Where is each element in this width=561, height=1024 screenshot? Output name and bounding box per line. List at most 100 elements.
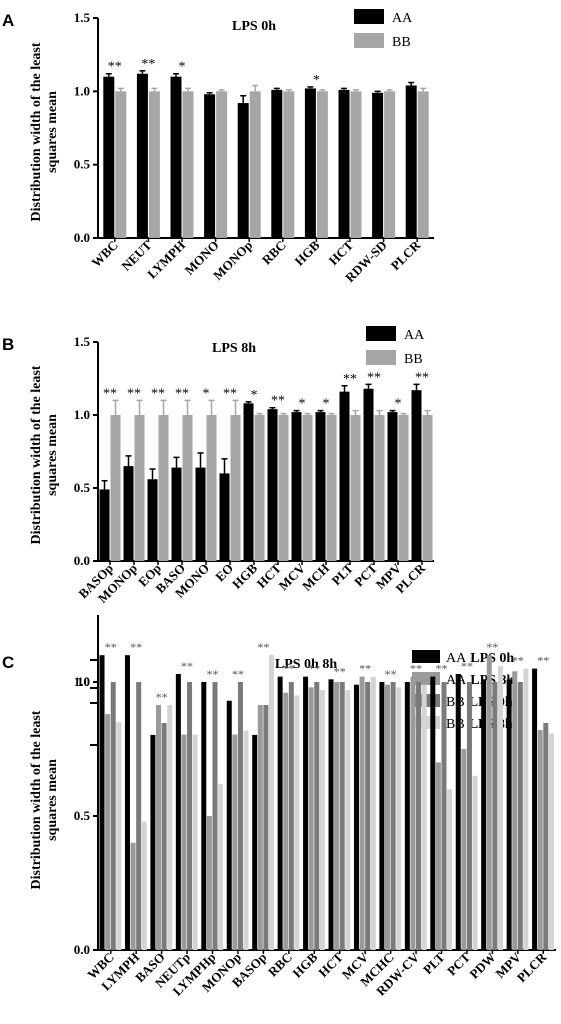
significance-rdw-cv: ** bbox=[410, 662, 422, 676]
bar-aa-eop bbox=[147, 479, 158, 561]
bar-aa-neut bbox=[136, 73, 148, 238]
bar-bb-plcr bbox=[422, 415, 433, 561]
bar-aa-plt bbox=[339, 391, 350, 561]
x-tick-label-wbc: WBC bbox=[88, 238, 121, 271]
x-tick-label-mch: MCH bbox=[299, 561, 332, 594]
bar-aa-lps-8h-pct bbox=[461, 749, 467, 950]
bar-aa-lps-8h-rdw-cv bbox=[410, 676, 416, 950]
x-tick-label-plt: PLT bbox=[328, 560, 356, 588]
bar-aa-lps-0h-plt bbox=[430, 676, 436, 950]
bar-bb-lps-0h-mchc bbox=[390, 682, 396, 950]
bar-aa-basop bbox=[99, 489, 110, 561]
bar-aa-lps-8h-hgb bbox=[308, 687, 314, 950]
bar-bb-mch bbox=[326, 415, 337, 561]
significance-plt: ** bbox=[343, 372, 357, 387]
bar-aa-mcv bbox=[291, 412, 302, 561]
plot-area-b: 0.00.51.01.5**BASOp**MONOp**EOp**BASO*MO… bbox=[74, 334, 434, 606]
panel-a: A Distribution width of the least square… bbox=[2, 9, 434, 285]
panel-c: C Distribution width of the least square… bbox=[2, 615, 556, 999]
bar-bb-lps-8h-rbc bbox=[294, 695, 300, 950]
bar-bb-plcr bbox=[417, 91, 429, 238]
bar-aa-lps-0h-pdw bbox=[481, 679, 487, 950]
x-tick-label-plcr: PLCR bbox=[514, 949, 550, 985]
chart-title-b: LPS 8h bbox=[212, 341, 256, 356]
x-tick-label-pdw: PDW bbox=[466, 950, 498, 982]
bar-aa-lps-8h-neutp bbox=[181, 734, 187, 950]
y-tick-label: 0.5 bbox=[74, 480, 91, 495]
bar-bb-lps-0h-lymph bbox=[136, 682, 142, 950]
bar-bb-mpv bbox=[398, 415, 409, 561]
bar-bb-mono bbox=[216, 91, 228, 238]
bar-bb-lps-0h-pct bbox=[466, 682, 472, 950]
bar-bb-hgb bbox=[254, 415, 265, 561]
bar-aa-lps-8h-basop bbox=[257, 705, 263, 950]
bar-bb-lps-0h-rdw-cv bbox=[416, 682, 422, 950]
bar-aa-lps-0h-pct bbox=[455, 673, 461, 950]
bar-aa-monop bbox=[123, 466, 134, 561]
bar-bb-lps-0h-monop bbox=[237, 682, 243, 950]
bar-bb-lps-8h-lymph bbox=[141, 821, 147, 950]
x-tick-label-hgb: HGB bbox=[289, 949, 320, 980]
bar-aa-pct bbox=[363, 388, 374, 561]
bar-bb-lps-8h-mcv bbox=[370, 676, 376, 950]
bar-bb-lps-8h-mpv bbox=[523, 668, 529, 950]
significance-pct: ** bbox=[367, 370, 381, 385]
y-axis-label-b-line2: squares mean bbox=[45, 414, 60, 496]
bar-aa-mpv bbox=[387, 412, 398, 561]
bar-bb-basop bbox=[110, 415, 121, 561]
significance-lymph: ** bbox=[130, 640, 142, 654]
bar-bb-lps-8h-pdw bbox=[497, 665, 503, 950]
bar-bb-lps-8h-basop bbox=[268, 655, 274, 950]
y-axis-label-b-line1: Distribution width of the least bbox=[29, 365, 44, 544]
legend-swatch-bb bbox=[354, 33, 384, 48]
y-tick-label: 10 bbox=[77, 674, 90, 689]
bar-aa-lps-0h-lymph bbox=[124, 655, 130, 950]
significance-hgb: ** bbox=[308, 662, 320, 676]
bar-aa-lps-0h-mchc bbox=[379, 682, 385, 950]
bar-aa-lps-8h-mchc bbox=[385, 684, 391, 950]
legend-swatch-aa bbox=[354, 9, 384, 24]
bar-aa-lps-8h-lymphp bbox=[206, 816, 212, 950]
bar-bb-neut bbox=[148, 91, 160, 238]
y-tick-label: 1.0 bbox=[74, 674, 90, 689]
bar-aa-lps-8h-lymph bbox=[130, 842, 136, 950]
bar-aa-lps-0h-plcr bbox=[532, 668, 538, 950]
x-tick-label-hgb: HGB bbox=[229, 560, 260, 591]
bar-bb-lps-0h-hct bbox=[339, 682, 345, 950]
bar-bb-lps-8h-rdw-cv bbox=[421, 684, 427, 950]
significance-mcv: ** bbox=[359, 662, 371, 676]
y-tick-label: 0.0 bbox=[74, 942, 90, 957]
bar-aa-hgb bbox=[304, 88, 316, 239]
bar-bb-plt bbox=[350, 415, 361, 561]
significance-rbc: ** bbox=[283, 662, 295, 676]
bar-aa-rdw-sd bbox=[372, 92, 384, 238]
bar-bb-eo bbox=[230, 415, 241, 561]
bar-bb-lps-0h-basop bbox=[263, 705, 269, 950]
bar-aa-monop bbox=[237, 103, 249, 238]
bar-bb-lps-8h-hgb bbox=[319, 690, 325, 950]
bar-aa-lps-8h-baso bbox=[156, 705, 162, 950]
bar-bb-mcv bbox=[302, 415, 313, 561]
significance-baso: ** bbox=[156, 690, 168, 704]
legend-swatch-aa-lps-0h bbox=[412, 650, 440, 663]
bar-aa-mono bbox=[204, 94, 216, 239]
y-tick-label: 1.0 bbox=[74, 83, 90, 98]
bar-aa-baso bbox=[171, 467, 182, 561]
bar-bb-lps-0h-neutp bbox=[187, 682, 193, 950]
bar-bb-rbc bbox=[283, 91, 295, 238]
bar-aa-rbc bbox=[271, 89, 283, 238]
bar-aa-hct bbox=[338, 89, 350, 238]
x-tick-label-plcr: PLCR bbox=[388, 237, 424, 273]
panel-label-c: C bbox=[2, 653, 14, 672]
bar-aa-mono bbox=[195, 467, 206, 561]
significance-basop: ** bbox=[103, 386, 117, 401]
y-tick-label: 0.0 bbox=[74, 553, 90, 568]
bar-aa-lymph bbox=[170, 76, 182, 239]
bar-aa-wbc bbox=[103, 76, 115, 239]
bar-aa-lps-8h-pdw bbox=[486, 655, 492, 950]
bar-bb-lps-0h-mcv bbox=[365, 682, 371, 950]
significance-wbc: ** bbox=[108, 60, 122, 75]
significance-plt: ** bbox=[436, 662, 448, 676]
y-tick-label: 1.5 bbox=[74, 10, 91, 25]
bar-bb-wbc bbox=[115, 91, 127, 238]
